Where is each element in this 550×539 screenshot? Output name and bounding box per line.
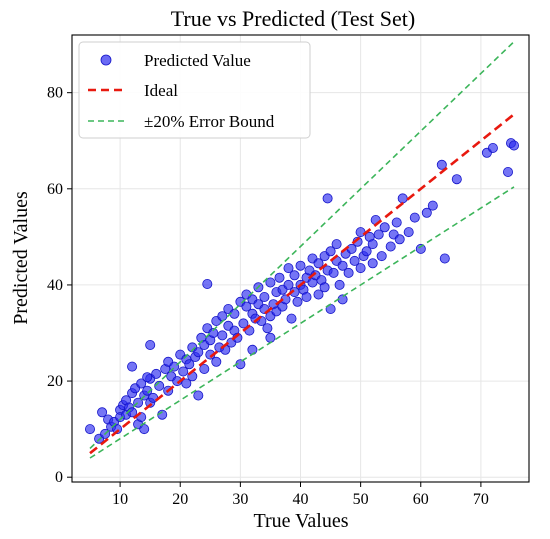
data-point [403,227,414,238]
data-point [181,378,192,389]
data-point [391,217,402,228]
data-point [409,212,420,223]
data-point [367,239,378,250]
data-point [394,234,405,245]
data-point [292,296,303,307]
y-tick-label: 80 [47,85,63,102]
data-point [262,323,273,334]
data-point [265,277,276,288]
y-tick-label: 20 [47,373,63,390]
data-point [241,301,252,312]
legend-label-ideal: Ideal [144,81,178,100]
data-point [385,241,396,252]
x-tick-label: 30 [232,491,248,508]
x-tick-label: 10 [112,491,128,508]
x-axis-ticks: 10 20 30 40 50 60 70 [112,482,489,508]
x-tick-label: 20 [172,491,188,508]
data-point [286,313,297,324]
data-point [355,227,366,238]
data-point [502,166,513,177]
data-point [85,424,96,435]
data-point [139,424,150,435]
data-point [379,222,390,233]
data-point [274,272,285,283]
data-point [211,356,222,367]
data-point [337,260,348,271]
legend-label-predicted: Predicted Value [144,51,251,70]
data-point [136,378,147,389]
data-point [247,344,258,355]
data-point [487,142,498,153]
data-point [202,278,213,289]
data-point [283,263,294,274]
data-point [313,289,324,300]
data-point [238,318,249,329]
data-point [355,263,366,274]
data-point [397,193,408,204]
data-point [421,207,432,218]
chart-title: True vs Predicted (Test Set) [171,6,416,31]
data-point [343,267,354,278]
data-point [439,253,450,264]
data-point [322,193,333,204]
data-point [193,390,204,401]
data-point [178,366,189,377]
upper-error-bound-line [89,41,515,449]
data-point [451,174,462,185]
x-tick-label: 50 [353,491,369,508]
data-point [145,339,156,350]
legend-marker-predicted [100,54,112,66]
data-point [301,291,312,302]
data-point [331,239,342,250]
y-axis-ticks: 0 20 40 60 80 [47,85,72,486]
legend: Predicted Value Ideal ±20% Error Bound [78,41,311,139]
y-tick-label: 40 [47,277,63,294]
data-point [127,361,138,372]
data-point [259,291,270,302]
x-tick-label: 70 [473,491,489,508]
data-point [151,368,162,379]
data-point [208,327,219,338]
data-point [508,140,519,151]
data-point [349,255,360,266]
x-axis-label: True Values [253,510,348,532]
data-point [142,385,153,396]
data-point [367,258,378,269]
x-tick-label: 60 [413,491,429,508]
data-point [112,424,123,435]
y-axis-label: Predicted Values [10,191,32,325]
data-point [193,347,204,358]
lower-error-bound-line [89,186,515,459]
data-point [265,332,276,343]
data-point [313,258,324,269]
data-point [373,229,384,240]
data-point [361,246,372,257]
data-point [217,330,228,341]
data-point [436,159,447,170]
data-point [334,279,345,290]
legend-box [78,41,311,139]
data-point [97,407,108,418]
data-point [283,279,294,290]
data-point [289,270,300,281]
data-point [184,359,195,370]
data-point [376,251,387,262]
ideal-line [89,113,515,455]
data-point [142,372,153,383]
data-point [427,200,438,211]
data-point [319,282,330,293]
x-tick-label: 40 [293,491,309,508]
y-tick-label: 60 [47,181,63,198]
data-point [415,243,426,254]
legend-label-bound: ±20% Error Bound [144,112,275,131]
scatter-points [85,138,519,444]
reference-lines [89,41,515,459]
data-point [199,363,210,374]
data-point [328,267,339,278]
y-tick-label: 0 [55,469,63,486]
data-point [325,246,336,257]
data-point [295,260,306,271]
